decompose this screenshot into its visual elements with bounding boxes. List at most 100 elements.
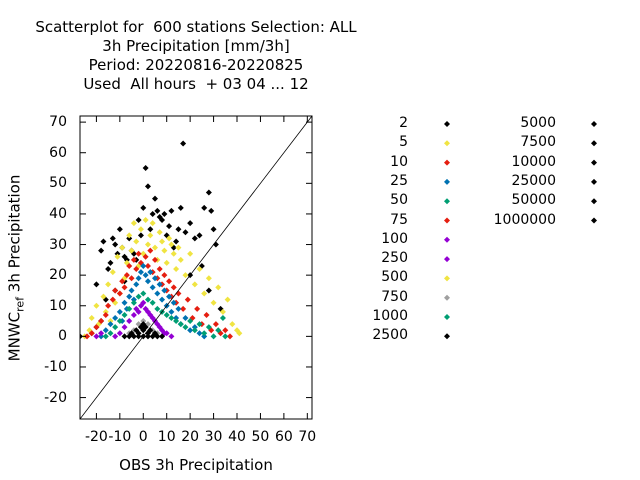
data-point-50 [130,299,137,306]
data-point-5 [130,220,137,227]
data-point-2 [105,266,112,273]
legend-marker [591,217,597,224]
y-tick-label: -10 [44,358,67,375]
data-point-2 [182,229,189,236]
data-point-2 [191,235,198,242]
data-point-50 [205,324,212,331]
data-point-50 [149,299,156,306]
data-point-50 [144,296,151,303]
data-point-5 [149,220,156,227]
data-point-10 [147,247,154,254]
data-point-100 [140,299,147,306]
data-point-25 [144,278,151,285]
data-point-25 [135,275,142,282]
legend-marker [444,314,450,320]
data-point-10 [180,305,187,312]
data-point-25 [130,296,137,303]
data-point-10 [226,333,233,340]
data-point-25 [102,327,109,334]
data-point-25 [161,287,168,294]
data-point-2 [116,226,123,233]
data-point-50 [121,311,128,318]
y-tick-label: 50 [49,175,67,192]
data-point-10 [112,287,119,294]
data-point-2 [173,238,180,245]
data-point-2 [159,217,166,224]
legend-marker [444,294,450,301]
data-point-5 [109,269,116,276]
data-point-2 [93,281,100,288]
data-point-2 [151,195,158,202]
data-point-25 [149,284,156,291]
data-point-5 [126,232,133,239]
data-point-2500 [121,333,128,340]
data-point-2 [205,189,212,196]
legend-marker [591,198,597,205]
legend-label: 25000 [511,172,556,189]
data-point-5 [163,259,170,266]
data-point-100 [126,318,133,325]
y-tick-label: 10 [49,297,67,314]
legend-label: 500 [381,269,408,286]
data-point-750 [140,318,147,325]
data-point-25 [126,293,133,300]
data-point-2 [154,207,161,214]
legend-marker [591,140,597,147]
data-point-5 [205,275,212,282]
x-tick-label: 10 [157,429,176,445]
data-point-2500 [135,333,142,340]
data-point-2 [135,217,142,224]
data-point-5 [224,296,231,303]
data-point-5 [159,238,166,245]
data-point-5 [133,238,140,245]
data-point-50 [182,324,189,331]
x-tick-label: 20 [181,429,200,445]
data-point-2 [210,226,217,233]
data-point-10 [135,250,142,257]
data-point-25 [147,269,154,276]
y-tick-label: 20 [49,267,67,284]
data-point-100 [93,333,100,340]
legend-label: 5 [399,134,408,151]
data-point-10 [128,275,135,282]
data-point-5 [166,235,173,242]
data-point-2 [123,256,130,263]
data-point-100 [135,308,142,315]
legend-label: 5000 [520,115,556,131]
x-tick-label: -10 [108,429,132,445]
data-point-2 [137,232,144,239]
legend-label: 1000000 [493,211,556,228]
data-point-25 [201,333,208,340]
data-point-100 [168,333,175,340]
y-tick-label: -20 [44,389,67,406]
data-point-2 [98,247,105,254]
y-tick-label: 0 [58,328,67,345]
data-point-5 [173,266,180,273]
data-point-10 [109,296,116,303]
data-point-5 [177,256,184,263]
data-point-2500 [151,330,158,337]
data-point-2 [208,207,215,214]
data-point-5 [93,302,100,309]
data-point-2 [140,204,147,211]
data-point-50 [201,330,208,337]
data-point-25 [168,308,175,315]
data-point-50 [116,318,123,325]
data-point-50 [173,318,180,325]
data-point-2 [205,287,212,294]
data-point-50 [140,290,147,297]
data-point-5 [175,244,182,251]
data-point-25 [175,305,182,312]
data-point-2 [161,210,168,217]
data-point-10 [130,256,137,263]
data-point-10 [102,311,109,318]
data-point-5 [114,253,121,260]
chart-title-line-3: Period: 20220816-20220825 [88,56,304,74]
data-point-5 [201,290,208,297]
data-point-10 [88,330,95,337]
chart-title-line-4: Used All hours + 03 04 ... 12 [83,75,309,93]
data-point-100 [112,333,119,340]
data-point-25 [151,275,158,282]
data-point-5 [236,330,243,337]
data-point-10 [222,327,229,334]
